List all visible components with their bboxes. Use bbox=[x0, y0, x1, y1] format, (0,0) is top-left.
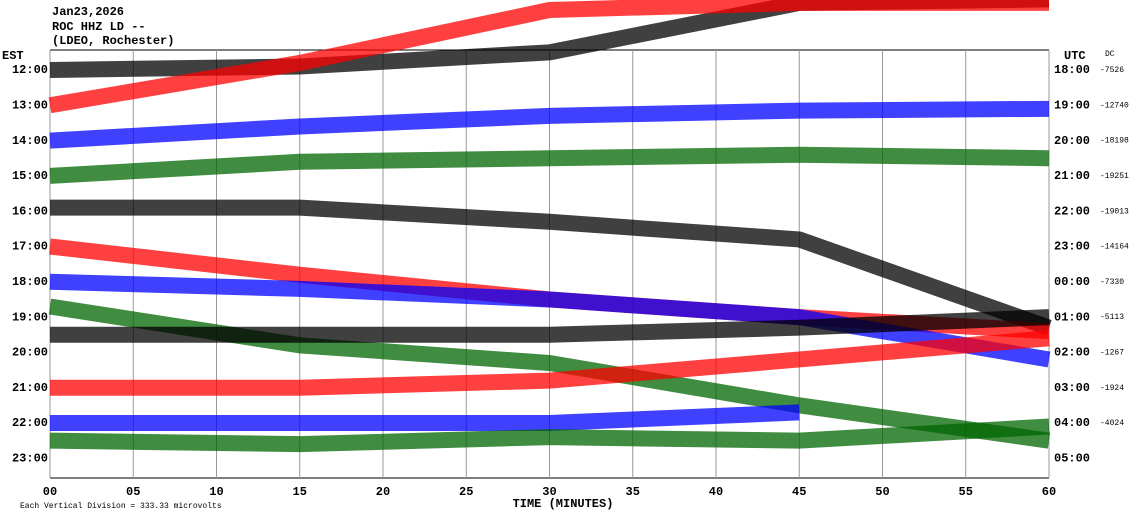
dc-value: -7330 bbox=[1100, 278, 1124, 287]
est-label: 21:00 bbox=[12, 381, 48, 395]
dc-value: -1924 bbox=[1100, 384, 1124, 393]
utc-label: 20:00 bbox=[1054, 134, 1090, 148]
x-tick-label: 30 bbox=[542, 485, 556, 499]
trace bbox=[49, 146, 1050, 184]
trace bbox=[50, 404, 800, 431]
title-line: (LDEO, Rochester) bbox=[52, 34, 174, 48]
trace bbox=[48, 0, 1049, 114]
x-tick-label: 60 bbox=[1042, 485, 1056, 499]
dc-value: -14164 bbox=[1100, 243, 1129, 252]
utc-label: 04:00 bbox=[1054, 416, 1090, 430]
dc-value: -1267 bbox=[1100, 349, 1124, 358]
est-label: 19:00 bbox=[12, 310, 48, 324]
x-tick-label: 35 bbox=[626, 485, 640, 499]
title-line: Jan23,2026 bbox=[52, 5, 124, 19]
dc-value: -12740 bbox=[1100, 101, 1129, 110]
trace bbox=[50, 309, 1050, 343]
utc-label: 03:00 bbox=[1054, 381, 1090, 395]
utc-label: 21:00 bbox=[1054, 169, 1090, 183]
dc-value: -7526 bbox=[1100, 66, 1124, 75]
x-tick-label: 40 bbox=[709, 485, 723, 499]
x-tick-label: 00 bbox=[43, 485, 57, 499]
utc-label: 02:00 bbox=[1054, 346, 1090, 360]
trace bbox=[50, 330, 1050, 396]
est-label: 20:00 bbox=[12, 346, 48, 360]
x-tick-label: 15 bbox=[293, 485, 307, 499]
x-tick-label: 10 bbox=[209, 485, 223, 499]
trace bbox=[49, 100, 1050, 149]
left-axis-label: EST bbox=[2, 49, 24, 63]
utc-label: 19:00 bbox=[1054, 98, 1090, 112]
dc-label: DC bbox=[1105, 50, 1115, 59]
est-label: 17:00 bbox=[12, 240, 48, 254]
est-label: 12:00 bbox=[12, 63, 48, 77]
dc-value: -4024 bbox=[1100, 419, 1124, 428]
dc-value: -5113 bbox=[1100, 313, 1124, 322]
footer: Each Vertical Division = 333.33 microvol… bbox=[20, 502, 222, 511]
est-label: 13:00 bbox=[12, 98, 48, 112]
utc-label: 01:00 bbox=[1054, 310, 1090, 324]
right-axis-label: UTC bbox=[1064, 49, 1086, 63]
dc-value: -19251 bbox=[1100, 172, 1129, 181]
est-label: 22:00 bbox=[12, 416, 48, 430]
trace bbox=[50, 199, 1052, 336]
est-label: 23:00 bbox=[12, 451, 48, 465]
dc-value: -18198 bbox=[1100, 137, 1129, 146]
utc-label: 18:00 bbox=[1054, 63, 1090, 77]
x-axis-label: TIME (MINUTES) bbox=[513, 497, 614, 511]
title-line: ROC HHZ LD -- bbox=[52, 20, 146, 34]
x-tick-label: 25 bbox=[459, 485, 473, 499]
trace bbox=[49, 418, 1050, 453]
x-tick-label: 55 bbox=[959, 485, 973, 499]
est-label: 16:00 bbox=[12, 204, 48, 218]
utc-label: 23:00 bbox=[1054, 240, 1090, 254]
utc-label: 05:00 bbox=[1054, 451, 1090, 465]
est-label: 14:00 bbox=[12, 134, 48, 148]
x-tick-label: 45 bbox=[792, 485, 806, 499]
utc-label: 00:00 bbox=[1054, 275, 1090, 289]
x-tick-label: 50 bbox=[875, 485, 889, 499]
x-tick-label: 20 bbox=[376, 485, 390, 499]
x-tick-label: 05 bbox=[126, 485, 140, 499]
dc-value: -19013 bbox=[1100, 207, 1129, 216]
utc-label: 22:00 bbox=[1054, 204, 1090, 218]
est-label: 18:00 bbox=[12, 275, 48, 289]
est-label: 15:00 bbox=[12, 169, 48, 183]
